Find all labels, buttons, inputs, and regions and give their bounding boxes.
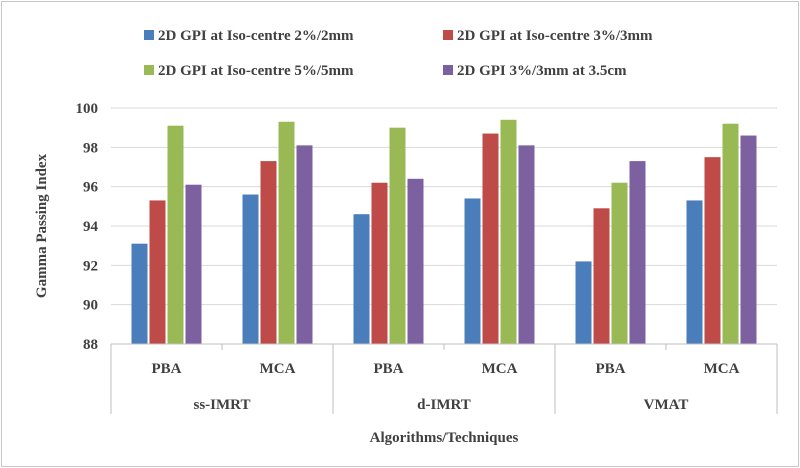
y-axis-title: Gamma Passing Index — [34, 153, 50, 298]
bar-3-4 — [500, 119, 517, 344]
legend-label-1: 2D GPI at Iso-centre 2%/2mm — [158, 28, 354, 44]
bar-1-2 — [242, 194, 259, 344]
x-group-label: d-IMRT — [417, 397, 471, 413]
bar-3-2 — [278, 121, 295, 345]
legend-label-3: 2D GPI at Iso-centre 5%/5mm — [158, 63, 354, 79]
x-group-label: VMAT — [644, 397, 689, 413]
bar-4-5 — [629, 161, 646, 344]
bar-2-2 — [260, 161, 277, 344]
bar-2-5 — [593, 208, 610, 344]
x-category-label: PBA — [596, 361, 626, 377]
bar-4-4 — [518, 145, 535, 344]
axes — [110, 343, 778, 414]
bar-1-1 — [131, 243, 148, 344]
x-category-label: PBA — [152, 361, 182, 377]
y-tick-label: 98 — [83, 140, 98, 156]
bar-4-1 — [185, 184, 202, 344]
y-tick-label: 94 — [83, 219, 99, 235]
x-category-labels: PBA MCA PBA MCA PBA MCA ss-IMRT d-IMRT VMAT — [152, 361, 740, 413]
bar-4-3 — [407, 178, 424, 344]
x-category-label: PBA — [374, 361, 404, 377]
bar-1-5 — [575, 261, 592, 344]
legend-label-2: 2D GPI at Iso-centre 3%/3mm — [457, 28, 653, 44]
x-category-label: MCA — [260, 361, 296, 377]
y-tick-label: 100 — [76, 101, 99, 117]
bar-3-6 — [722, 123, 739, 344]
bars — [131, 119, 757, 345]
y-tick-label: 92 — [83, 258, 98, 274]
bar-1-6 — [686, 200, 703, 344]
bar-2-6 — [704, 157, 721, 344]
x-category-label: MCA — [704, 361, 740, 377]
x-group-label: ss-IMRT — [194, 397, 251, 413]
x-axis-title: Algorithms/Techniques — [370, 430, 519, 446]
y-tick-label: 88 — [83, 337, 98, 353]
y-tick-label: 90 — [83, 298, 98, 314]
legend-swatch-3 — [144, 65, 154, 75]
bar-3-1 — [167, 125, 184, 344]
bar-2-3 — [371, 182, 388, 344]
y-tick-label: 96 — [83, 180, 99, 196]
bar-4-6 — [740, 135, 757, 344]
bar-1-4 — [464, 198, 481, 344]
gridlines — [111, 107, 777, 306]
x-category-label: MCA — [482, 361, 518, 377]
legend-label-4: 2D GPI 3%/3mm at 3.5cm — [457, 63, 627, 79]
bar-3-3 — [389, 127, 406, 345]
bar-3-5 — [611, 182, 628, 344]
legend-swatch-1 — [144, 30, 154, 40]
y-tick-labels: 88 90 92 94 96 98 100 — [76, 101, 99, 353]
legend-swatch-4 — [443, 65, 453, 75]
bar-2-1 — [149, 200, 166, 344]
legend-swatch-2 — [443, 30, 453, 40]
legend: 2D GPI at Iso-centre 2%/2mm 2D GPI at Iso… — [144, 28, 653, 79]
bar-4-2 — [296, 145, 313, 344]
bar-1-3 — [353, 214, 370, 344]
bar-2-4 — [482, 133, 499, 344]
